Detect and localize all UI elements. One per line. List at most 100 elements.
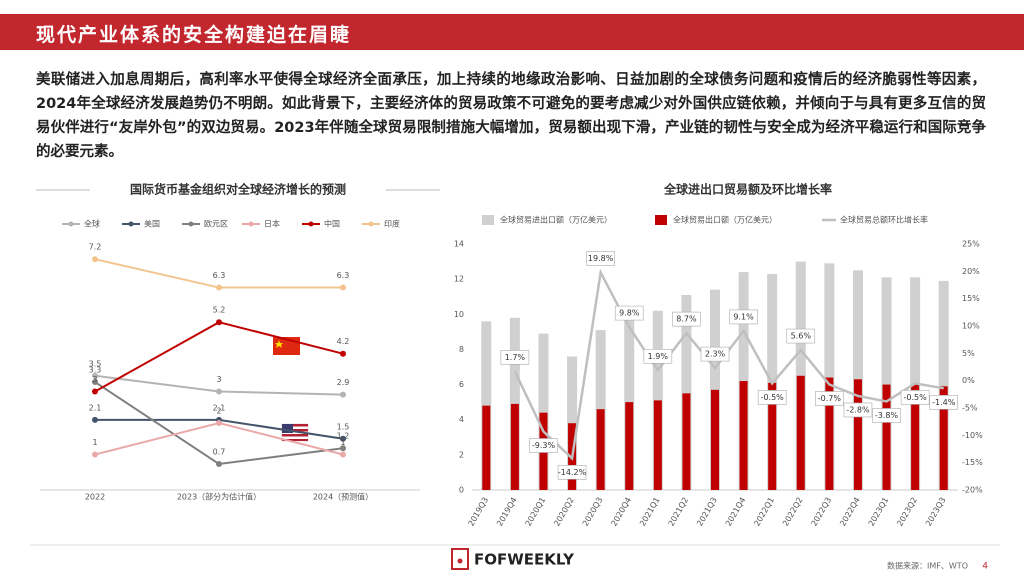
- bar: [938, 280, 949, 490]
- bar: [882, 384, 891, 490]
- data-label: -1.4%: [932, 398, 956, 407]
- y2-tick-label: -10%: [962, 431, 983, 440]
- legend-label: 全球贸易总额环比增长率: [840, 215, 928, 225]
- bar: [796, 375, 805, 490]
- logo-text: FOFWEEKLY: [474, 551, 575, 569]
- point: [92, 256, 98, 263]
- data-label-box: [815, 391, 844, 406]
- x-tick-label: 2022Q4: [838, 496, 862, 528]
- data-label-box: [729, 309, 758, 325]
- data-label-box: [900, 390, 930, 405]
- bar: [739, 381, 748, 490]
- legend-label: 全球贸易进出口额（万亿美元）: [500, 215, 612, 225]
- data-label-box: [557, 464, 587, 480]
- point: [216, 284, 222, 291]
- data-label: -14.2%: [558, 468, 587, 477]
- bar: [825, 377, 834, 490]
- data-label: 8.7%: [676, 315, 697, 324]
- y-tick-label: 10: [454, 310, 464, 319]
- bar: [881, 277, 892, 490]
- legend-label: 欧元区: [204, 219, 228, 229]
- y2-tick-label: 15%: [962, 294, 980, 303]
- x-tick-label: 2022: [85, 493, 105, 502]
- data-label: -3.8%: [875, 411, 899, 420]
- data-label: 1: [92, 438, 97, 447]
- bar: [596, 409, 605, 490]
- point: [92, 416, 98, 423]
- header-bar: 现代产业体系的安全构建迫在眉睫: [0, 14, 1024, 50]
- point: [340, 391, 346, 398]
- x-tick-label: 2021Q2: [667, 496, 691, 528]
- y-tick-label: 4: [459, 415, 464, 424]
- bar: [768, 382, 777, 490]
- data-label: 1.9%: [648, 352, 669, 361]
- data-label: 2.1: [89, 403, 102, 412]
- x-tick-label: 2019Q3: [467, 496, 491, 528]
- data-label-box: [672, 311, 701, 327]
- data-label-box: [786, 328, 816, 344]
- legend-label: 印度: [384, 219, 400, 229]
- x-tick-label: 2023Q3: [924, 496, 948, 528]
- data-label: 2.3%: [705, 350, 726, 359]
- data-label: 1.5: [337, 422, 350, 431]
- legend-marker: [248, 221, 254, 227]
- data-label: 0.7: [213, 447, 226, 456]
- data-label: 3.3: [89, 366, 102, 375]
- point: [340, 350, 346, 357]
- bar: [482, 405, 491, 490]
- data-label: 9.1%: [733, 312, 754, 321]
- x-tick-label: 2022Q1: [752, 496, 776, 528]
- bar: [538, 333, 549, 490]
- x-tick-label: 2022Q3: [810, 496, 834, 528]
- data-label: -2.8%: [846, 405, 870, 414]
- data-label-box: [757, 390, 787, 405]
- point: [216, 388, 222, 395]
- data-label: 3: [92, 375, 97, 384]
- page-number: 4: [982, 562, 988, 572]
- series-line: [513, 268, 944, 461]
- data-label: -0.5%: [761, 393, 785, 402]
- x-tick-label: 2024（预测值）: [313, 492, 373, 502]
- point: [340, 451, 346, 458]
- bar: [710, 289, 720, 490]
- y-tick-label: 6: [459, 380, 464, 389]
- data-label: 2.1: [213, 403, 226, 412]
- x-tick-label: 2022Q2: [781, 496, 805, 528]
- data-label: 19.8%: [588, 254, 614, 263]
- chart-title: 国际货币基金组织对全球经济增长的预测: [130, 182, 346, 197]
- bar: [681, 294, 692, 490]
- x-tick-label: 2020Q1: [524, 496, 548, 528]
- y2-tick-label: 25%: [962, 240, 980, 249]
- x-tick-label: 2021Q4: [724, 496, 748, 528]
- flag-star: [275, 340, 283, 348]
- data-label-box: [700, 346, 730, 362]
- data-label: -9.3%: [532, 441, 556, 450]
- x-tick-label: 2019Q4: [495, 496, 519, 528]
- data-label-box: [529, 438, 558, 453]
- y-tick-label: 2: [459, 450, 464, 459]
- legend-marker: [368, 221, 374, 227]
- bar: [625, 402, 634, 490]
- point: [92, 379, 98, 386]
- legend-marker: [128, 221, 134, 227]
- data-label: 4.2: [337, 337, 350, 346]
- x-tick-label: 2023（部分为估计值）: [177, 492, 261, 502]
- legend-marker: [308, 221, 314, 227]
- y-tick-label: 14: [454, 240, 464, 249]
- y2-tick-label: 5%: [962, 349, 975, 358]
- data-label-box: [500, 350, 530, 365]
- bar: [853, 379, 862, 490]
- y-tick-label: 12: [454, 275, 464, 284]
- data-label: 1.7%: [505, 353, 526, 362]
- data-label: 5.2: [213, 306, 226, 315]
- x-tick-label: 2020Q4: [609, 496, 633, 528]
- bar: [711, 389, 719, 490]
- y2-tick-label: -15%: [962, 458, 983, 467]
- logo-icon: [451, 548, 469, 570]
- point: [216, 319, 222, 326]
- logo-dot: [457, 558, 463, 564]
- x-tick-label: 2023Q2: [895, 496, 919, 528]
- legend-swatch: [655, 215, 667, 225]
- data-label: 6.3: [337, 271, 350, 280]
